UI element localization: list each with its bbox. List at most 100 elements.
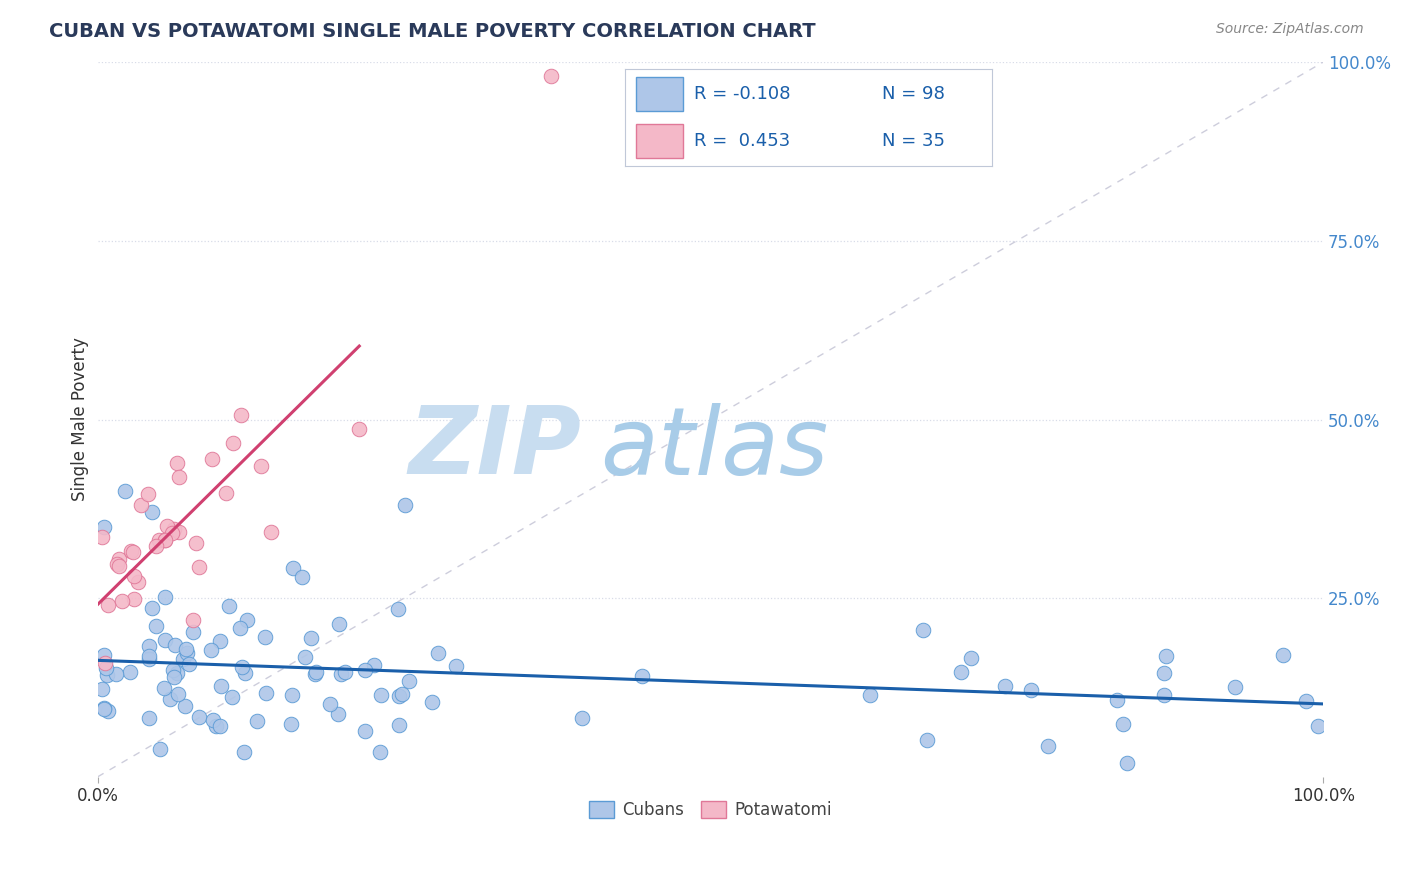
Point bbox=[111, 594, 134, 608]
Point bbox=[145, 618, 167, 632]
Point bbox=[167, 469, 190, 483]
Point bbox=[173, 699, 195, 714]
Point bbox=[200, 643, 222, 657]
Point bbox=[141, 601, 163, 615]
Point bbox=[215, 486, 238, 500]
Point bbox=[444, 659, 467, 673]
Point bbox=[388, 718, 411, 732]
Point bbox=[349, 422, 371, 436]
Point bbox=[108, 551, 131, 566]
Text: ZIP: ZIP bbox=[409, 402, 582, 494]
Point bbox=[163, 639, 186, 653]
Point bbox=[915, 732, 938, 747]
Point bbox=[1154, 649, 1177, 664]
Point bbox=[122, 545, 145, 559]
Point bbox=[363, 657, 385, 672]
Point bbox=[304, 667, 326, 681]
Point bbox=[959, 651, 981, 665]
Point bbox=[188, 559, 211, 574]
Point bbox=[949, 665, 972, 679]
Point bbox=[166, 456, 188, 470]
Point bbox=[174, 641, 197, 656]
Point bbox=[166, 666, 188, 681]
Point bbox=[155, 533, 177, 547]
Point bbox=[1153, 666, 1175, 681]
Point bbox=[138, 648, 160, 663]
Point bbox=[181, 625, 204, 640]
Point bbox=[1306, 719, 1329, 733]
Point bbox=[93, 648, 115, 662]
Point bbox=[231, 408, 253, 422]
Point bbox=[1295, 693, 1317, 707]
Point bbox=[209, 679, 232, 693]
Point bbox=[254, 686, 277, 700]
Point bbox=[912, 624, 935, 638]
Point bbox=[859, 688, 882, 702]
Point bbox=[426, 646, 449, 660]
Point bbox=[319, 697, 342, 711]
Point bbox=[136, 487, 159, 501]
Point bbox=[93, 700, 115, 714]
Legend: Cubans, Potawatomi: Cubans, Potawatomi bbox=[582, 794, 838, 826]
Point bbox=[391, 687, 413, 701]
Point bbox=[281, 688, 304, 702]
Point bbox=[305, 665, 328, 679]
Point bbox=[571, 710, 593, 724]
Point bbox=[291, 569, 314, 583]
Point bbox=[540, 70, 562, 84]
Y-axis label: Single Male Poverty: Single Male Poverty bbox=[72, 337, 89, 501]
Point bbox=[294, 649, 316, 664]
Point bbox=[1021, 683, 1043, 698]
Point bbox=[181, 613, 204, 627]
Point bbox=[260, 524, 283, 539]
Point bbox=[97, 599, 120, 613]
Point bbox=[138, 652, 160, 666]
Point bbox=[96, 668, 118, 682]
Point bbox=[166, 687, 188, 701]
Point bbox=[145, 540, 167, 554]
Point bbox=[184, 535, 207, 549]
Point bbox=[253, 630, 276, 644]
Point bbox=[202, 713, 225, 727]
Point bbox=[107, 559, 129, 574]
Point bbox=[353, 663, 375, 677]
Point bbox=[120, 543, 142, 558]
Point bbox=[280, 717, 302, 731]
Point bbox=[179, 657, 201, 671]
Point bbox=[93, 702, 115, 716]
Point bbox=[159, 691, 181, 706]
Point bbox=[420, 695, 443, 709]
Text: CUBAN VS POTAWATOMI SINGLE MALE POVERTY CORRELATION CHART: CUBAN VS POTAWATOMI SINGLE MALE POVERTY … bbox=[49, 22, 815, 41]
Point bbox=[236, 613, 259, 627]
Point bbox=[96, 661, 118, 675]
Point bbox=[93, 519, 115, 533]
Point bbox=[156, 519, 179, 533]
Point bbox=[1153, 689, 1175, 703]
Point bbox=[329, 666, 352, 681]
Point bbox=[160, 526, 183, 541]
Point bbox=[1105, 693, 1128, 707]
Point bbox=[122, 568, 145, 582]
Point bbox=[105, 558, 128, 572]
Point bbox=[162, 670, 184, 684]
Point bbox=[209, 719, 232, 733]
Point bbox=[299, 631, 322, 645]
Point bbox=[630, 669, 652, 683]
Point bbox=[153, 681, 176, 695]
Point bbox=[1272, 648, 1295, 662]
Point bbox=[218, 599, 240, 613]
Point bbox=[326, 707, 349, 722]
Point bbox=[172, 652, 194, 666]
Point bbox=[387, 602, 409, 616]
Point bbox=[205, 718, 228, 732]
Point bbox=[994, 679, 1017, 693]
Point bbox=[1223, 680, 1246, 694]
Point bbox=[149, 742, 172, 756]
Point bbox=[233, 666, 256, 681]
Point bbox=[163, 523, 186, 537]
Point bbox=[138, 711, 160, 725]
Point bbox=[231, 659, 253, 673]
Point bbox=[246, 714, 269, 729]
Point bbox=[1112, 717, 1135, 731]
Point bbox=[122, 592, 145, 607]
